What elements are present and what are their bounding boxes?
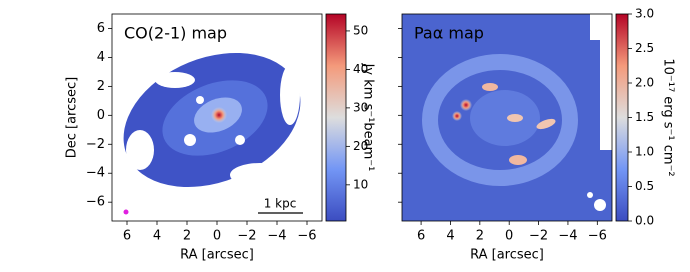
colorbar-tick-label: 50 [353, 23, 368, 37]
colorbar-tick-label: 30 [353, 100, 368, 114]
x-tick-label: −2 [237, 229, 256, 244]
colorbar-tick-label: 2.5 [635, 41, 654, 55]
x-tick-label: 2 [183, 229, 191, 244]
y-tick-label: −6 [86, 195, 105, 210]
colorbar [325, 13, 347, 222]
x-tick-label: 4 [153, 229, 161, 244]
colorbar-tick-label: 10 [353, 177, 368, 191]
x-tick-label: −2 [529, 229, 548, 244]
x-tick-label: 6 [417, 229, 425, 244]
co-map [123, 52, 303, 215]
x-tick-label: −6 [297, 229, 316, 244]
y-tick-label: −4 [86, 166, 105, 181]
panel-title: CO(2-1) map [124, 24, 227, 43]
y-tick-label: 6 [97, 21, 105, 36]
colorbar-tick-label: 0.5 [635, 179, 654, 193]
panel-title: Paα map [414, 24, 484, 43]
y-tick-label: 2 [97, 79, 105, 94]
x-tick-label: −6 [588, 229, 607, 244]
x-tick-label: 0 [213, 229, 221, 244]
colorbar-label: Jy km s⁻¹beam⁻¹ [361, 63, 376, 172]
axes-frame [401, 13, 613, 222]
scalebar-label: 1 kpc [264, 197, 297, 211]
x-axis-label: RA [arcsec] [180, 248, 254, 263]
colorbar-tick-label: 1.0 [635, 145, 654, 159]
x-tick-label: −4 [558, 229, 577, 244]
colorbar-tick-label: 1.5 [635, 110, 654, 124]
x-tick-label: 0 [505, 229, 513, 244]
y-tick-label: 0 [97, 108, 105, 123]
y-axis-label: Dec [arcsec] [65, 77, 80, 159]
x-tick-label: 6 [123, 229, 131, 244]
pa-map [402, 14, 612, 221]
x-tick-label: 4 [446, 229, 454, 244]
x-tick-label: 2 [476, 229, 484, 244]
x-axis-label: RA [arcsec] [470, 248, 544, 263]
y-tick-label: 4 [97, 50, 105, 65]
colorbar-tick-label: 3.0 [635, 7, 654, 21]
colorbar-label: 10⁻¹⁷ erg s⁻¹ cm⁻² [661, 58, 676, 176]
colorbar-tick-label: 0.0 [635, 214, 654, 228]
colorbar-tick-label: 2.0 [635, 76, 654, 90]
colorbar-tick-label: 20 [353, 139, 368, 153]
colorbar-tick-label: 40 [353, 62, 368, 76]
x-tick-label: −4 [267, 229, 286, 244]
y-tick-label: −2 [86, 137, 105, 152]
colorbar [615, 13, 629, 222]
